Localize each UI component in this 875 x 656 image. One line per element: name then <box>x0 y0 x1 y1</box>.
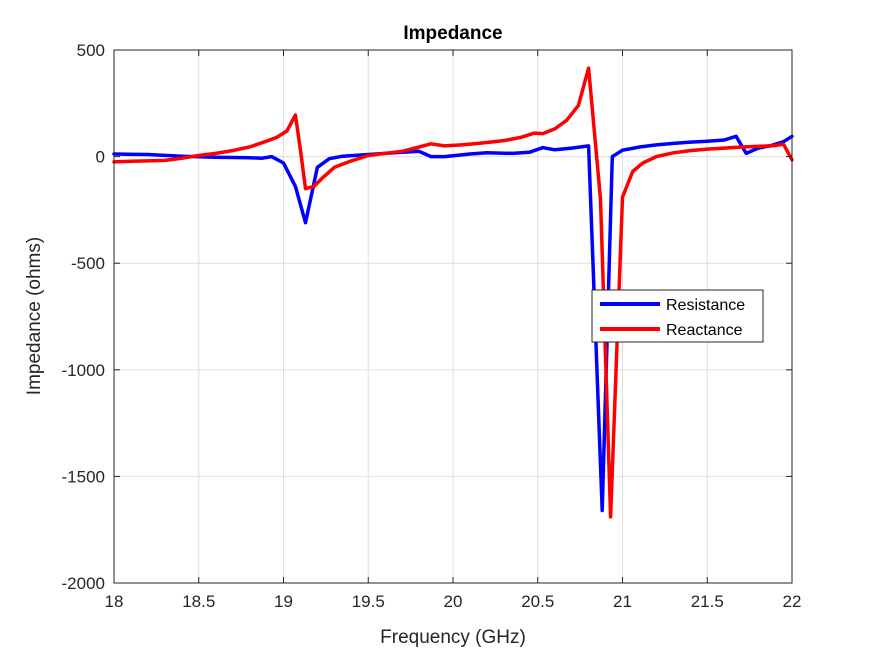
y-tick-label: 0 <box>96 148 105 167</box>
y-tick-label: -1500 <box>62 467 105 486</box>
x-tick-label: 19.5 <box>352 592 385 611</box>
legend-box <box>591 289 764 343</box>
x-tick-label: 18.5 <box>182 592 215 611</box>
ticks: 18 18.5 19 19.5 20 20.5 21 21.5 22 500 0 -500 -1000 -… <box>62 41 802 611</box>
x-axis-label: Frequency (GHz) <box>380 627 526 648</box>
legend-label-reactance: Reactance <box>666 322 743 339</box>
x-tick-label: 19 <box>274 592 293 611</box>
y-tick-label: 500 <box>77 41 105 60</box>
legend-label-resistance: Resistance <box>666 297 745 314</box>
y-axis-label: Impedance (ohms) <box>24 237 45 395</box>
x-tick-label: 21 <box>613 592 632 611</box>
x-tick-label: 18 <box>105 592 124 611</box>
x-tick-label: 21.5 <box>691 592 724 611</box>
legend: Resistance Reactance <box>591 289 764 343</box>
series-line-resistance <box>112 134 794 513</box>
x-tick-label: 20 <box>444 592 463 611</box>
x-tick-label: 20.5 <box>521 592 554 611</box>
y-tick-label: -500 <box>71 254 105 273</box>
x-tick-label: 22 <box>783 592 802 611</box>
series-line-reactance <box>112 66 794 519</box>
series-layer <box>112 66 794 519</box>
y-tick-label: -1000 <box>62 361 105 380</box>
y-tick-label: -2000 <box>62 574 105 593</box>
chart-title: Impedance <box>403 23 502 44</box>
